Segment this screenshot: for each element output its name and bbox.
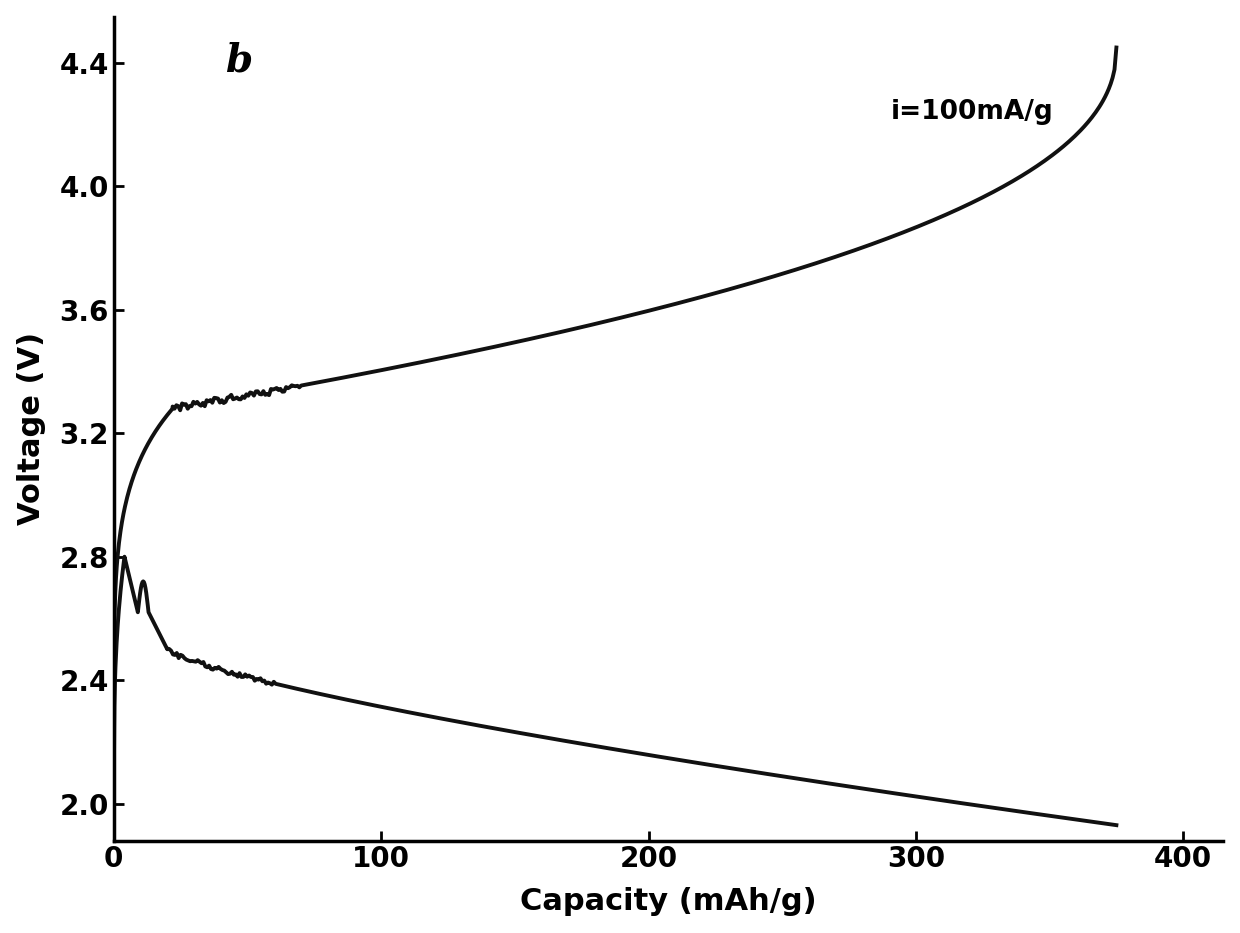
Text: b: b — [224, 41, 252, 79]
X-axis label: Capacity (mAh/g): Capacity (mAh/g) — [521, 887, 817, 916]
Y-axis label: Voltage (V): Voltage (V) — [16, 332, 46, 525]
Text: i=100mA/g: i=100mA/g — [890, 99, 1053, 125]
